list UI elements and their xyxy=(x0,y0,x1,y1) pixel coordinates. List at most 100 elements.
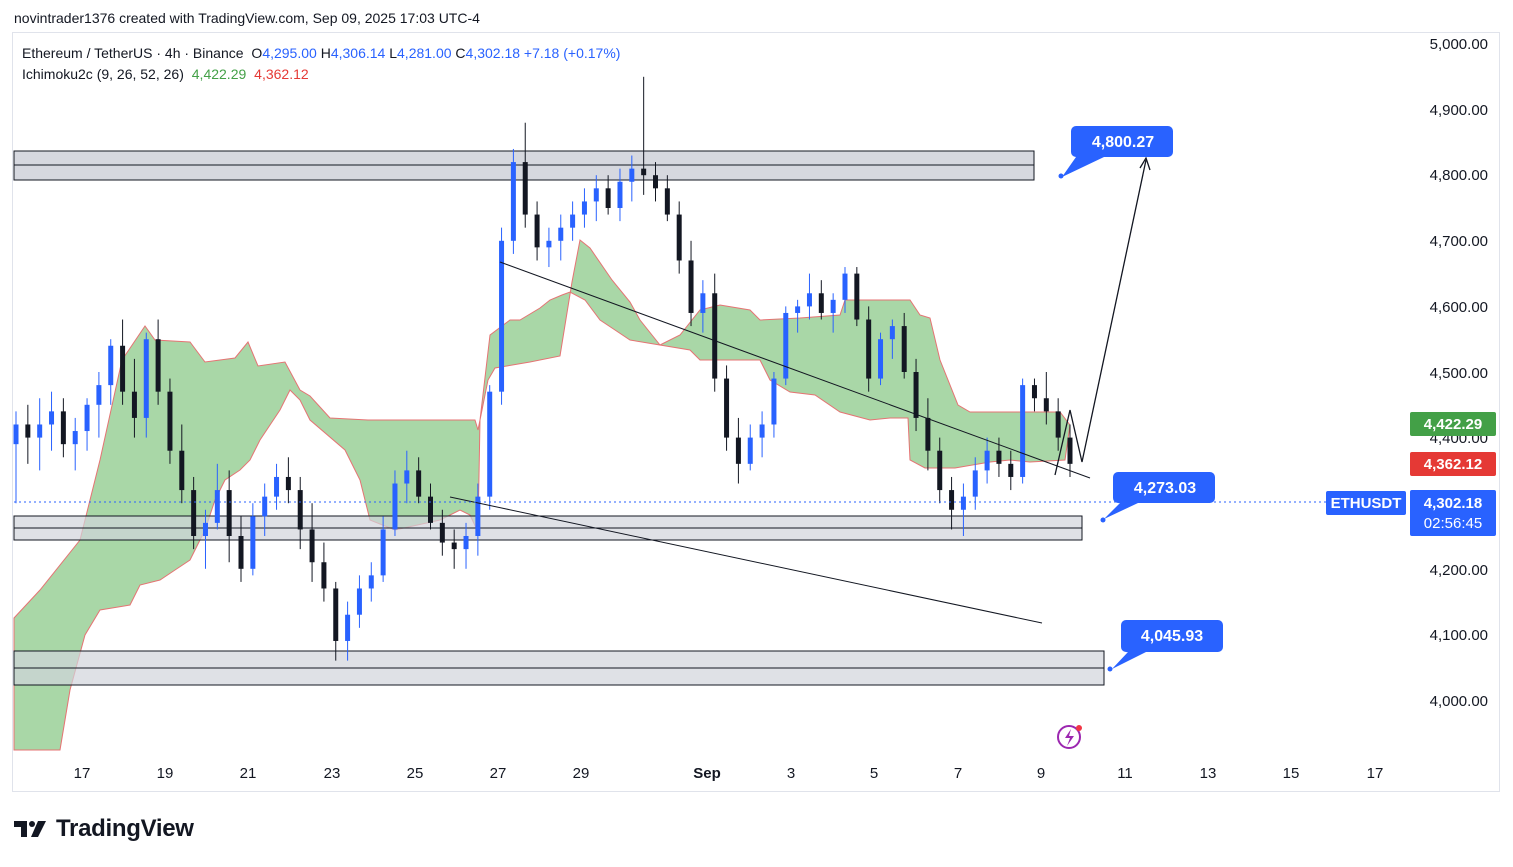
candle-body[interactable] xyxy=(451,542,457,550)
candle-body[interactable] xyxy=(629,168,635,182)
candle-body[interactable] xyxy=(487,391,493,497)
candle-body[interactable] xyxy=(700,293,706,313)
lightning-icon[interactable] xyxy=(1057,725,1082,749)
candle-body[interactable] xyxy=(475,496,481,536)
candle-body[interactable] xyxy=(179,450,185,491)
candle-body[interactable] xyxy=(214,490,220,523)
candle-body[interactable] xyxy=(202,522,208,536)
candle-body[interactable] xyxy=(546,240,552,248)
projection-path[interactable] xyxy=(1054,159,1147,476)
candle-body[interactable] xyxy=(937,450,943,491)
candle-body[interactable] xyxy=(783,312,789,379)
candle-body[interactable] xyxy=(534,214,540,248)
candle-body[interactable] xyxy=(593,188,599,202)
candle-body[interactable] xyxy=(404,470,410,484)
candle-body[interactable] xyxy=(155,339,161,392)
candle-body[interactable] xyxy=(949,490,955,510)
candle-body[interactable] xyxy=(368,575,374,589)
candle-body[interactable] xyxy=(392,483,398,530)
candle-body[interactable] xyxy=(380,529,386,576)
candle-body[interactable] xyxy=(558,227,564,241)
candle-body[interactable] xyxy=(1067,437,1073,464)
callout-target-up[interactable]: 4,800.27 xyxy=(1058,126,1174,179)
price-axis[interactable]: 5,000.00 4,900.00 4,800.00 4,700.00 4,60… xyxy=(1326,36,1496,710)
candle-body[interactable] xyxy=(262,496,268,517)
candle-body[interactable] xyxy=(664,188,670,215)
candle-body[interactable] xyxy=(321,562,327,589)
candle-body[interactable] xyxy=(960,496,966,510)
candle-body[interactable] xyxy=(309,529,315,563)
candle-body[interactable] xyxy=(972,470,978,497)
candle-body[interactable] xyxy=(84,404,90,432)
candle-body[interactable] xyxy=(771,378,777,425)
indicator-legend[interactable]: Ichimoku2c (9, 26, 52, 26) 4,422.29 4,36… xyxy=(22,66,309,82)
candle-body[interactable] xyxy=(1055,411,1061,438)
upper-trendline[interactable] xyxy=(499,261,1091,479)
symbol-tag[interactable] xyxy=(1326,491,1406,515)
candle-body[interactable] xyxy=(1020,385,1026,477)
candle-body[interactable] xyxy=(913,372,919,418)
lower-trendline[interactable] xyxy=(449,496,1043,624)
candle-body[interactable] xyxy=(1008,463,1014,477)
candle-body[interactable] xyxy=(866,319,872,379)
candle-body[interactable] xyxy=(522,162,528,215)
candle-body[interactable] xyxy=(25,424,31,438)
candle-body[interactable] xyxy=(96,385,102,405)
candle-body[interactable] xyxy=(901,326,907,372)
candle-body[interactable] xyxy=(345,614,351,641)
candle-body[interactable] xyxy=(49,411,55,425)
candle-body[interactable] xyxy=(143,339,149,418)
candle-body[interactable] xyxy=(37,424,43,438)
symbol-legend[interactable]: Ethereum / TetherUS · 4h · Binance O4,29… xyxy=(22,45,620,61)
candle-body[interactable] xyxy=(274,476,280,497)
callout-target-down[interactable]: 4,045.93 xyxy=(1107,620,1224,672)
candle-body[interactable] xyxy=(842,273,848,300)
candle-body[interactable] xyxy=(747,437,753,464)
candle-body[interactable] xyxy=(984,450,990,471)
candle-body[interactable] xyxy=(297,490,303,530)
candle-body[interactable] xyxy=(889,326,895,340)
candle-body[interactable] xyxy=(996,450,1002,464)
candle-body[interactable] xyxy=(605,188,611,208)
candle-body[interactable] xyxy=(250,516,256,569)
candle-body[interactable] xyxy=(1031,385,1037,399)
candle-body[interactable] xyxy=(333,588,339,641)
candle-body[interactable] xyxy=(1043,398,1049,412)
candle-body[interactable] xyxy=(795,306,801,313)
candle-body[interactable] xyxy=(818,293,824,313)
candle-body[interactable] xyxy=(285,476,291,491)
candle-body[interactable] xyxy=(13,424,19,445)
callout-mid-level[interactable]: 4,273.03 xyxy=(1100,472,1216,523)
candle-body[interactable] xyxy=(854,273,860,320)
candle-body[interactable] xyxy=(735,437,741,464)
candle-body[interactable] xyxy=(120,345,126,392)
candle-body[interactable] xyxy=(759,424,765,438)
candle-body[interactable] xyxy=(427,496,433,523)
candle-body[interactable] xyxy=(806,293,812,307)
candle-body[interactable] xyxy=(830,299,836,313)
candle-body[interactable] xyxy=(570,214,576,228)
candle-body[interactable] xyxy=(108,345,114,386)
candle-body[interactable] xyxy=(191,490,197,536)
candle-body[interactable] xyxy=(676,214,682,261)
candle-body[interactable] xyxy=(510,162,516,241)
candle-body[interactable] xyxy=(581,201,587,215)
candle-body[interactable] xyxy=(131,391,137,418)
candle-body[interactable] xyxy=(617,181,623,208)
candle-body[interactable] xyxy=(72,431,78,445)
tradingview-logo[interactable]: TradingView xyxy=(14,815,194,843)
time-axis[interactable]: 17 19 21 23 25 27 29 Sep 3 5 7 9 11 13 1… xyxy=(74,765,1384,782)
candle-body[interactable] xyxy=(463,536,469,550)
candle-body[interactable] xyxy=(878,339,884,379)
candle-body[interactable] xyxy=(641,168,647,176)
candle-body[interactable] xyxy=(499,240,505,392)
candle-body[interactable] xyxy=(925,417,931,451)
candle-body[interactable] xyxy=(688,260,694,313)
candle-body[interactable] xyxy=(439,522,445,543)
candle-body[interactable] xyxy=(724,378,730,438)
candle-body[interactable] xyxy=(356,588,362,615)
candle-body[interactable] xyxy=(60,411,66,445)
candle-body[interactable] xyxy=(226,490,232,536)
candle-body[interactable] xyxy=(653,175,659,189)
